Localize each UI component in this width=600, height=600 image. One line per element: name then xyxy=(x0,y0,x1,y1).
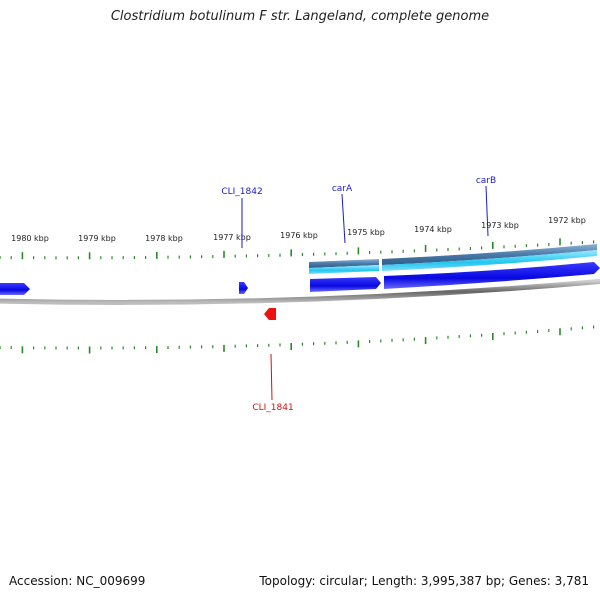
feature-tracks xyxy=(309,244,597,274)
ruler-label: 1978 kbp xyxy=(145,234,183,243)
gene-arrow-CLI_1842[interactable] xyxy=(239,282,248,294)
ruler-label: 1976 kbp xyxy=(280,231,318,240)
ruler-labels: 1980 kbp 1979 kbp 1978 kbp 1977 kbp 1976… xyxy=(11,216,586,243)
gene-labels: CLI_1842 carA carB CLI_1841 xyxy=(221,176,496,413)
ruler-label: 1977 kbp xyxy=(213,233,251,242)
track-cyan-band[interactable] xyxy=(382,250,597,271)
outer-ruler-ticks xyxy=(0,238,595,260)
inner-ruler-ticks xyxy=(0,325,595,354)
gene-label-carB[interactable]: carB xyxy=(476,176,496,186)
ruler-label: 1974 kbp xyxy=(414,225,452,234)
gene-arrow-carA[interactable] xyxy=(310,277,381,292)
ruler-label: 1973 kbp xyxy=(481,221,519,230)
gene-label-carA[interactable]: carA xyxy=(332,184,353,194)
gene-arrow-carB[interactable] xyxy=(384,262,600,289)
gene-leaders xyxy=(241,185,489,401)
ruler-label: 1980 kbp xyxy=(11,234,49,243)
accession-label: Accession: NC_009699 xyxy=(9,574,146,588)
ruler-label: 1975 kbp xyxy=(347,228,385,237)
gene-label-CLI_1841[interactable]: CLI_1841 xyxy=(252,403,293,413)
gene-arrow-CLI_1841[interactable] xyxy=(264,308,276,320)
ruler-label: 1972 kbp xyxy=(548,216,586,225)
genome-summary-label: Topology: circular; Length: 3,995,387 bp… xyxy=(259,574,589,588)
track-cyan-band[interactable] xyxy=(309,265,379,274)
gene-features xyxy=(0,262,600,320)
gene-arrow-forward[interactable] xyxy=(0,283,30,295)
track-dark-band[interactable] xyxy=(382,244,597,265)
genome-title: Clostridium botulinum F str. Langeland, … xyxy=(110,9,490,24)
gene-label-CLI_1842[interactable]: CLI_1842 xyxy=(221,187,262,197)
ruler-label: 1979 kbp xyxy=(78,234,116,243)
genome-backbone xyxy=(0,278,600,305)
